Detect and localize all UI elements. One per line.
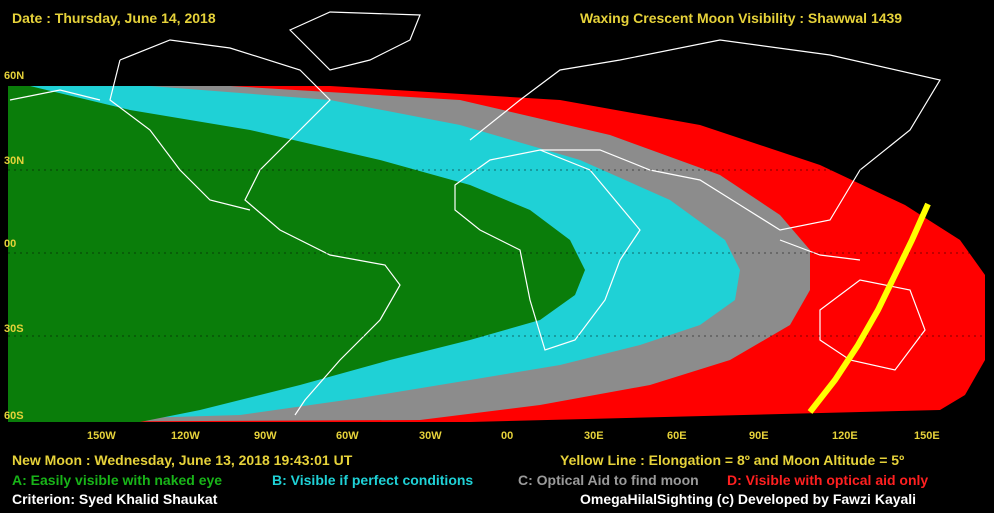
lon-label-90w: 90W	[254, 430, 277, 442]
yellow-criterion-line	[807, 202, 931, 414]
lat-label-00: 00	[4, 238, 17, 250]
lon-label-30w: 30W	[419, 430, 442, 442]
criterion-label: Criterion: Syed Khalid Shaukat	[12, 491, 218, 507]
lon-label-90e: 90E	[749, 430, 769, 442]
lon-label-30e: 30E	[584, 430, 604, 442]
lat-label-30n: 30N	[4, 155, 25, 167]
new-moon-label: New Moon : Wednesday, June 13, 2018 19:4…	[12, 452, 353, 468]
legend-a: A: Easily visible with naked eye	[12, 472, 223, 488]
lat-label-60n: 60N	[4, 70, 25, 82]
lon-label-120e: 120E	[832, 430, 858, 442]
lon-label-150e: 150E	[914, 430, 940, 442]
credit-label: OmegaHilalSighting (c) Developed by Fawz…	[580, 491, 917, 507]
lat-label-30s: 30S	[4, 323, 24, 335]
lat-label-60s: 60S	[4, 410, 24, 422]
lon-label-60w: 60W	[336, 430, 359, 442]
date-label: Date : Thursday, June 14, 2018	[12, 10, 216, 26]
map-title: Waxing Crescent Moon Visibility : Shawwa…	[580, 10, 903, 26]
coastlines	[9, 11, 941, 416]
lon-label-00: 00	[501, 430, 514, 442]
grid	[8, 169, 985, 337]
lon-label-120w: 120W	[171, 430, 200, 442]
yellow-line-label: Yellow Line : Elongation = 8º and Moon A…	[560, 452, 905, 468]
lon-label-60e: 60E	[667, 430, 687, 442]
legend-b: B: Visible if perfect conditions	[272, 472, 474, 488]
legend-c: C: Optical Aid to find moon	[518, 472, 699, 488]
lon-label-150w: 150W	[87, 430, 116, 442]
legend-d: D: Visible with optical aid only	[727, 472, 929, 488]
